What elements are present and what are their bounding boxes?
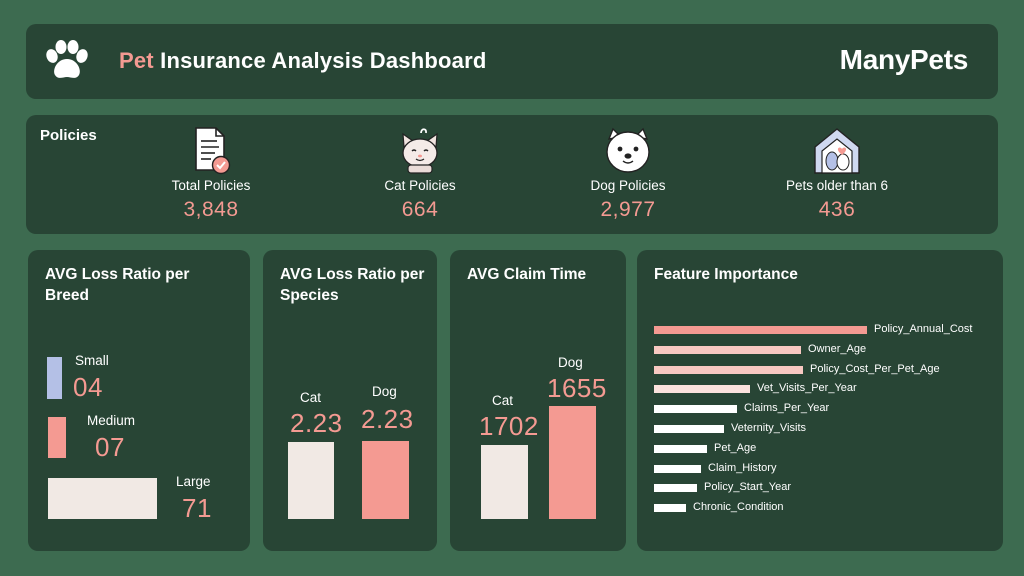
claim-dog-label: Dog (558, 355, 583, 370)
card-title: AVG Claim Time (467, 266, 587, 283)
brand-logo: ManyPets (839, 44, 969, 75)
claim-cat-value: 1702 (479, 411, 539, 441)
feature-bar (654, 444, 707, 453)
feature-label: Veternity_Visits (731, 422, 807, 434)
feature-bar (654, 365, 803, 374)
cat-icon (402, 128, 438, 174)
feature-bar (654, 425, 724, 433)
kpi-label: Total Policies (171, 178, 251, 193)
species-dog-bar (362, 441, 409, 519)
breed-small-swatch (47, 357, 62, 399)
kpi-label: Dog Policies (590, 178, 666, 193)
kpi-value: 3,848 (183, 198, 239, 221)
claim-dog-value: 1655 (547, 373, 607, 403)
dog-icon (606, 127, 650, 173)
kpi-total-policies: Total Policies 3,848 (131, 125, 291, 222)
breed-large-value: 71 (182, 493, 212, 523)
kpi-label: Pets older than 6 (785, 178, 889, 193)
page-title: Pet Insurance Analysis Dashboard (119, 48, 487, 74)
breed-large-label: Large (176, 474, 211, 489)
feature-bar (654, 385, 750, 394)
species-cat-bar (288, 442, 334, 519)
feature-importance-card: Feature Importance Policy_Annual_Cost Own… (637, 250, 1003, 551)
claim-dog-bar (549, 406, 596, 519)
feature-label: Policy_Annual_Cost (874, 323, 973, 335)
title-accent: Pet (119, 48, 154, 73)
species-cat-value: 2.23 (290, 408, 343, 438)
pet-house-icon (814, 128, 860, 174)
species-loss-ratio-card: AVG Loss Ratio per Species Cat 2.23 Dog … (263, 250, 437, 551)
breed-loss-ratio-card: AVG Loss Ratio per Breed Small 04 Medium… (28, 250, 250, 551)
breed-medium-label: Medium (87, 413, 136, 428)
kpi-value: 436 (818, 198, 856, 221)
kpi-dog-policies: Dog Policies 2,977 (548, 125, 708, 222)
document-check-icon (195, 127, 231, 175)
feature-bar (654, 464, 701, 473)
card-title: Feature Importance (654, 266, 798, 283)
policies-panel: Policies Total Policies 3,848 Cat Poli (26, 115, 998, 234)
kpi-value: 2,977 (600, 198, 656, 221)
feature-bar (654, 484, 697, 493)
breed-medium-swatch (48, 417, 66, 458)
claim-cat-label: Cat (492, 393, 514, 408)
species-cat-label: Cat (300, 390, 322, 405)
feature-bar (654, 504, 686, 513)
paw-icon (46, 40, 88, 78)
card-title: AVG Loss Ratio per Species (280, 266, 425, 304)
policies-title: Policies (40, 127, 97, 144)
breed-small-label: Small (75, 353, 109, 368)
breed-medium-value: 07 (95, 432, 125, 462)
feature-label: Chronic_Condition (693, 501, 784, 514)
feature-label: Policy_Start_Year (704, 481, 792, 494)
feature-label: Vet_Visits_Per_Year (757, 382, 857, 395)
kpi-cat-policies: Cat Policies 664 (340, 125, 500, 222)
claim-cat-bar (481, 445, 528, 519)
feature-bar (654, 345, 801, 354)
breed-small-value: 04 (73, 372, 103, 402)
species-dog-label: Dog (372, 384, 397, 399)
kpi-value: 664 (401, 198, 439, 221)
card-title: AVG Loss Ratio per Breed (45, 266, 190, 304)
kpi-label: Cat Policies (384, 178, 456, 193)
species-dog-value: 2.23 (361, 404, 414, 434)
title-text: Insurance Analysis Dashboard (160, 48, 487, 73)
feature-bar (654, 405, 737, 414)
feature-label: Claim_History (708, 461, 777, 474)
feature-bar (654, 326, 867, 334)
feature-label: Policy_Cost_Per_Pet_Age (810, 362, 940, 375)
feature-label: Pet_Age (714, 441, 757, 454)
breed-large-swatch (48, 478, 157, 519)
feature-label: Owner_Age (808, 342, 867, 355)
kpi-pets-older-than-6: Pets older than 6 436 (757, 125, 917, 222)
feature-label: Claims_Per_Year (744, 402, 830, 415)
claim-time-card: AVG Claim Time Cat 1702 Dog 1655 (450, 250, 626, 551)
dashboard-header: Pet Insurance Analysis Dashboard ManyPet… (26, 24, 998, 99)
